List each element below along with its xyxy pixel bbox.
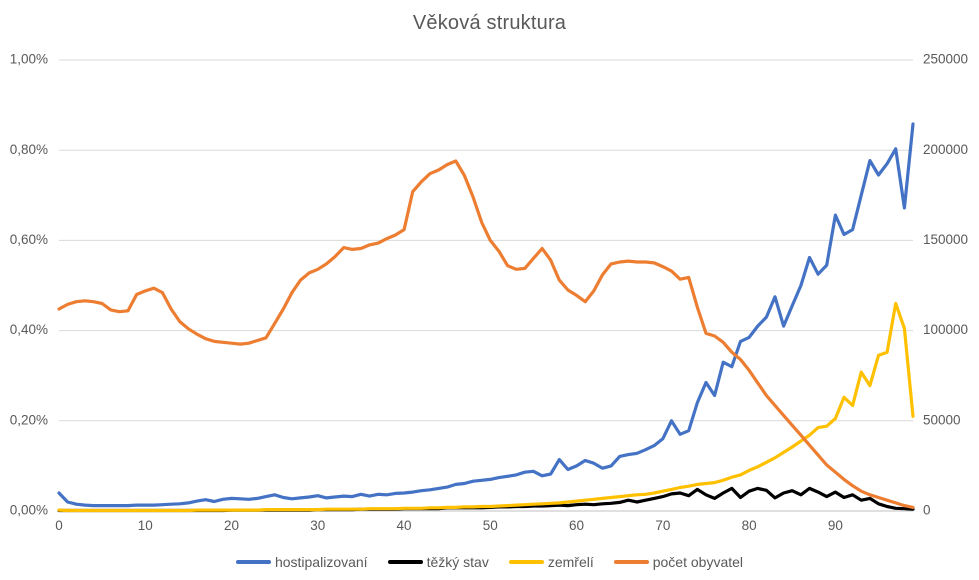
legend-line-marker xyxy=(613,560,649,564)
legend-item-zemreli[interactable]: zemřelí xyxy=(508,554,594,570)
x-axis-label: 20 xyxy=(224,518,239,533)
y-axis-label-left: 1,00% xyxy=(10,52,48,67)
x-axis-label: 40 xyxy=(397,518,412,533)
y-axis-label-right: 150000 xyxy=(923,232,968,247)
legend-line-marker xyxy=(387,560,423,564)
y-axis-label-right: 50000 xyxy=(923,412,961,427)
y-axis-label-left: 0,80% xyxy=(10,142,48,157)
y-axis-label-right: 0 xyxy=(923,503,931,518)
legend-line-marker xyxy=(508,560,544,564)
legend: hostipalizovaní těžký stav zemřelí počet… xyxy=(0,554,979,570)
x-axis-label: 10 xyxy=(138,518,153,533)
x-axis-label: 60 xyxy=(569,518,584,533)
chart-title: Věková struktura xyxy=(412,12,567,34)
y-axis-label-left: 0,40% xyxy=(10,322,48,337)
legend-label: počet obyvatel xyxy=(652,554,744,570)
series-line-0[interactable] xyxy=(57,122,915,508)
series-line-2[interactable] xyxy=(57,301,915,513)
legend-label: zemřelí xyxy=(547,554,594,570)
legend-line-marker xyxy=(235,560,271,564)
legend-label: těžký stav xyxy=(426,554,489,570)
y-axis-label-left: 0,00% xyxy=(10,503,48,518)
legend-item-pocet-obyvatel[interactable]: počet obyvatel xyxy=(613,554,744,570)
y-axis-label-right: 250000 xyxy=(923,52,968,67)
x-axis-label: 80 xyxy=(742,518,757,533)
y-axis-label-right: 100000 xyxy=(923,322,968,337)
x-axis-label: 0 xyxy=(55,518,63,533)
x-axis-label: 90 xyxy=(828,518,843,533)
y-axis-label-right: 200000 xyxy=(923,142,968,157)
series-line-3[interactable] xyxy=(57,159,915,509)
legend-item-hostipalizovani[interactable]: hostipalizovaní xyxy=(235,554,368,570)
legend-item-tezky-stav[interactable]: těžký stav xyxy=(387,554,489,570)
y-axis-label-left: 0,20% xyxy=(10,412,48,427)
legend-label: hostipalizovaní xyxy=(274,554,368,570)
x-axis-label: 30 xyxy=(310,518,325,533)
x-axis-label: 70 xyxy=(655,518,670,533)
y-axis-label-left: 0,60% xyxy=(10,232,48,247)
x-axis-label: 50 xyxy=(483,518,498,533)
